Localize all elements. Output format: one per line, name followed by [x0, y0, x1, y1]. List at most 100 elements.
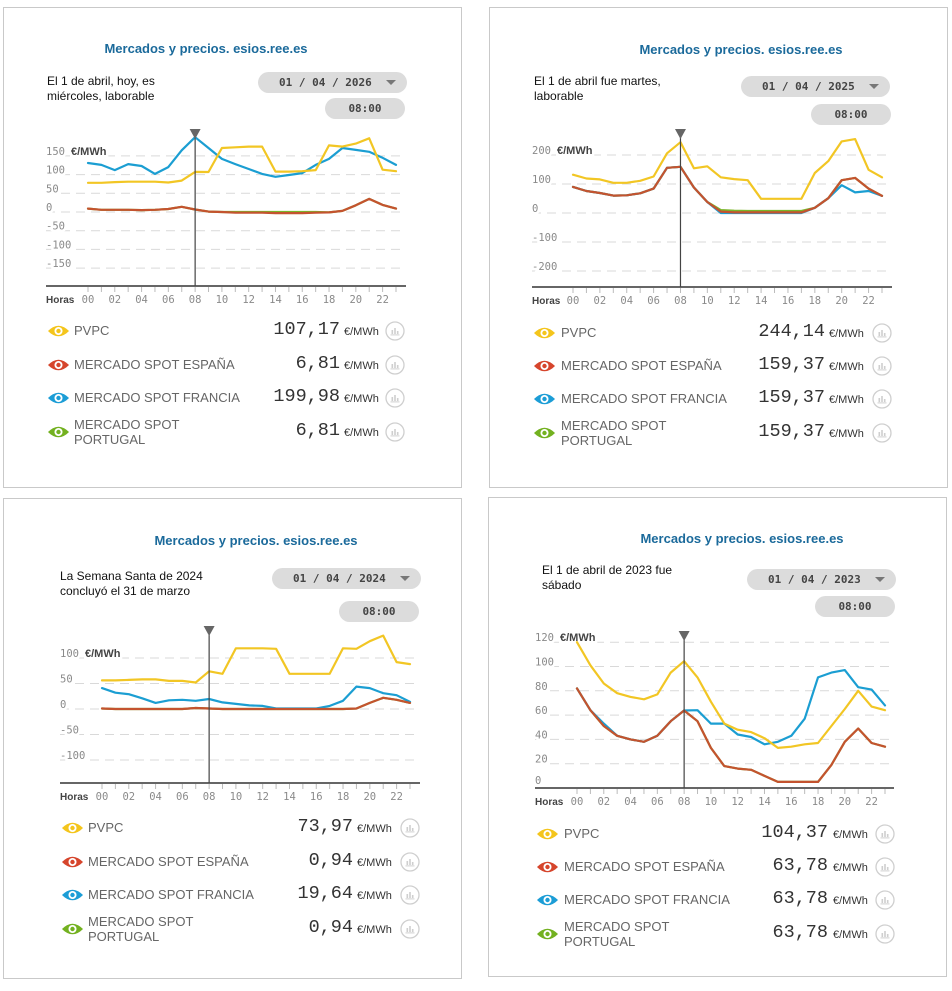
date-select[interactable]: 01 / 04 / 2025: [741, 76, 890, 97]
x-tick-label: 14: [758, 796, 771, 808]
bar-chart-icon[interactable]: [872, 389, 892, 409]
bar-chart-icon[interactable]: [872, 323, 892, 343]
eye-icon[interactable]: [47, 391, 70, 405]
bar-chart-icon[interactable]: [875, 857, 895, 877]
series-line: [86, 136, 398, 178]
bar-chart-icon[interactable]: [872, 356, 892, 376]
bar-chart-icon[interactable]: [400, 852, 420, 872]
chevron-down-icon[interactable]: [386, 80, 396, 85]
x-tick-label: 22: [376, 294, 389, 306]
eye-icon[interactable]: [536, 927, 559, 941]
legend-label: MERCADO SPOT PORTUGAL: [88, 914, 194, 944]
market-prices-widget: Mercados y precios. esios.ree.es La Sema…: [3, 498, 462, 979]
market-prices-widget: Mercados y precios. esios.ree.es El 1 de…: [489, 7, 948, 488]
eye-icon[interactable]: [536, 860, 559, 874]
description-line: sábado: [542, 578, 582, 592]
legend-unit: €/MWh: [344, 326, 379, 338]
legend-item-spot-espana: MERCADO SPOT ESPAÑA 63,78 €/MWh: [489, 855, 946, 877]
legend-item-spot-espana: MERCADO SPOT ESPAÑA 0,94 €/MWh: [4, 850, 461, 872]
legend-label: PVPC: [564, 826, 600, 841]
legend-label: PVPC: [88, 820, 124, 835]
bar-chart-icon[interactable]: [385, 388, 405, 408]
chevron-down-icon[interactable]: [400, 576, 410, 581]
time-select[interactable]: 08:00: [339, 601, 419, 622]
bar-chart-icon[interactable]: [875, 924, 895, 944]
legend-unit: €/MWh: [829, 328, 864, 340]
series-line: [575, 669, 887, 746]
legend-value: 63,78: [772, 855, 828, 876]
description-line: miércoles, laborable: [47, 89, 155, 103]
chevron-down-icon[interactable]: [869, 84, 879, 89]
x-tick-label: 14: [269, 294, 282, 306]
legend-label: MERCADO SPOT ESPAÑA: [564, 859, 725, 874]
y-tick-label: -50: [60, 725, 79, 737]
legend-item-spot-espana: MERCADO SPOT ESPAÑA 159,37 €/MWh: [490, 354, 947, 376]
x-tick-label: 04: [624, 796, 637, 808]
bar-chart-icon[interactable]: [400, 885, 420, 905]
x-tick-label: 22: [390, 791, 403, 803]
y-tick-label: -50: [46, 221, 65, 233]
time-select[interactable]: 08:00: [811, 104, 891, 125]
eye-icon[interactable]: [533, 392, 556, 406]
legend-value: 107,17: [273, 319, 340, 340]
legend-value: 159,37: [758, 387, 825, 408]
x-tick-label: 22: [865, 796, 878, 808]
hour-marker-handle[interactable]: [189, 129, 201, 139]
x-tick-label: 10: [701, 295, 714, 307]
x-tick-label: 18: [323, 294, 336, 306]
x-tick-label: 02: [594, 295, 607, 307]
eye-icon[interactable]: [533, 326, 556, 340]
date-select[interactable]: 01 / 04 / 2024: [272, 568, 421, 589]
x-tick-label: 10: [216, 294, 229, 306]
x-tick-label: 14: [283, 791, 296, 803]
y-axis-unit-label: €/MWh: [560, 632, 596, 644]
x-tick-label: 08: [203, 791, 216, 803]
hour-marker-handle[interactable]: [678, 631, 690, 641]
legend-label: MERCADO SPOT PORTUGAL: [561, 418, 667, 448]
legend-value: 6,81: [295, 353, 340, 374]
bar-chart-icon[interactable]: [875, 890, 895, 910]
hour-marker-handle[interactable]: [674, 129, 686, 139]
bar-chart-icon[interactable]: [385, 321, 405, 341]
date-select[interactable]: 01 / 04 / 2026: [258, 72, 407, 93]
bar-chart-icon[interactable]: [385, 355, 405, 375]
chevron-down-icon[interactable]: [875, 577, 885, 582]
eye-icon[interactable]: [61, 922, 84, 936]
eye-icon[interactable]: [61, 888, 84, 902]
bar-chart-icon[interactable]: [400, 919, 420, 939]
bar-chart-icon[interactable]: [385, 422, 405, 442]
x-tick-label: 06: [162, 294, 175, 306]
series-line: [575, 641, 887, 749]
eye-icon[interactable]: [47, 425, 70, 439]
eye-icon[interactable]: [536, 827, 559, 841]
time-select[interactable]: 08:00: [325, 98, 405, 119]
hour-marker-handle[interactable]: [203, 626, 215, 636]
legend-value: 0,94: [308, 917, 353, 938]
y-axis-unit-label: €/MWh: [85, 648, 121, 660]
x-tick-label: 10: [230, 791, 243, 803]
bar-chart-icon[interactable]: [400, 818, 420, 838]
eye-icon[interactable]: [533, 359, 556, 373]
price-line-chart: 150 €/MWh 100 50 0 -50 -100 -150 00 02 04 06 08 10 12 1…: [44, 129, 406, 306]
x-tick-label: 02: [597, 796, 610, 808]
legend-unit: €/MWh: [829, 361, 864, 373]
bar-chart-icon[interactable]: [875, 824, 895, 844]
bar-chart-icon[interactable]: [872, 423, 892, 443]
eye-icon[interactable]: [47, 358, 70, 372]
eye-icon[interactable]: [536, 893, 559, 907]
eye-icon[interactable]: [533, 426, 556, 440]
legend-item-pvpc: PVPC 107,17 €/MWh: [4, 319, 461, 341]
time-select[interactable]: 08:00: [815, 596, 895, 617]
legend-unit: €/MWh: [344, 427, 379, 439]
eye-icon[interactable]: [61, 821, 84, 835]
date-select[interactable]: 01 / 04 / 2023: [747, 569, 896, 590]
x-tick-label: 20: [349, 294, 362, 306]
series-line: [571, 165, 884, 214]
date-value: 01 / 04 / 2026: [279, 76, 372, 89]
x-tick-label: 04: [149, 791, 162, 803]
series-line: [100, 634, 412, 684]
x-tick-label: 00: [571, 796, 584, 808]
eye-icon[interactable]: [47, 324, 70, 338]
eye-icon[interactable]: [61, 855, 84, 869]
